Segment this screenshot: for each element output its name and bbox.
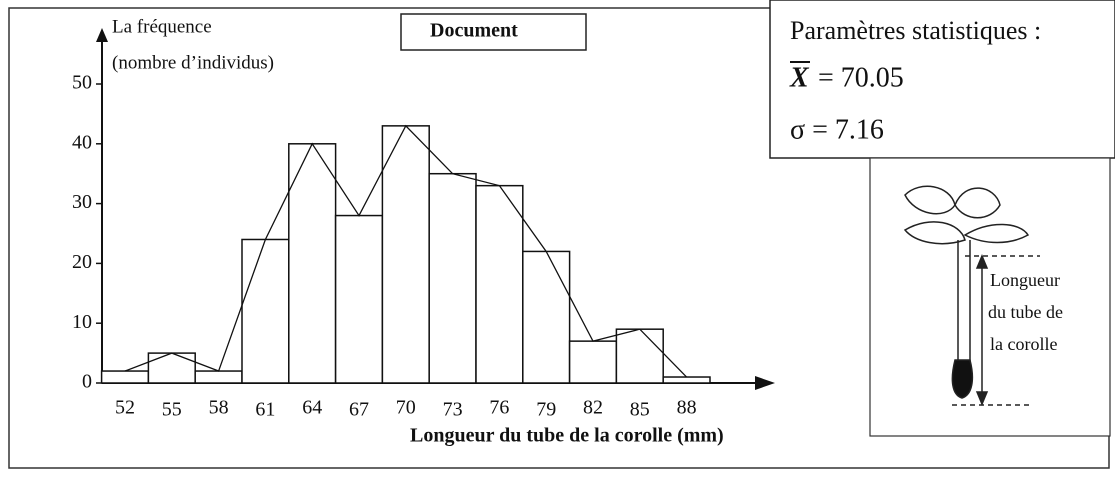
y-axis-label: (nombre d’individus) <box>112 52 274 73</box>
x-tick-label: 76 <box>489 397 509 419</box>
figure-caption: la corolle <box>990 334 1057 354</box>
x-tick-label: 88 <box>677 397 697 419</box>
x-tick-label: 85 <box>630 399 650 421</box>
mean-text: = 70.05 <box>818 62 904 93</box>
y-axis-label: La fréquence <box>112 16 212 37</box>
x-tick-label: 52 <box>115 397 135 419</box>
y-tick-label: 40 <box>72 131 92 153</box>
x-tick-label: 82 <box>583 397 603 419</box>
y-tick-label: 30 <box>72 191 92 213</box>
bar <box>102 371 149 383</box>
bar <box>429 174 476 383</box>
x-tick-label: 58 <box>209 397 229 419</box>
x-tick-label: 79 <box>536 399 556 421</box>
x-tick-label: 61 <box>255 399 275 421</box>
x-tick-label: 67 <box>349 399 369 421</box>
bar <box>289 144 336 383</box>
bar <box>663 377 710 383</box>
x-arrow <box>755 376 775 390</box>
y-arrow <box>96 28 108 42</box>
figure-caption: du tube de <box>988 302 1063 322</box>
sd-text: σ = 7.16 <box>790 114 884 145</box>
y-tick-label: 50 <box>72 72 92 94</box>
bar <box>616 329 663 383</box>
bar <box>523 251 570 383</box>
x-axis-label: Longueur du tube de la corolle (mm) <box>410 425 724 447</box>
x-tick-label: 73 <box>443 399 463 421</box>
stats-title: Paramètres statistiques : <box>790 16 1041 45</box>
x-tick-label: 55 <box>162 399 182 421</box>
figure-caption: Longueur <box>990 270 1060 290</box>
bar <box>195 371 242 383</box>
bar <box>242 239 289 383</box>
mean-symbol: X <box>789 62 810 93</box>
y-tick-label: 0 <box>82 371 92 393</box>
document-label: Document <box>430 20 518 42</box>
bar <box>476 186 523 383</box>
bar <box>570 341 617 383</box>
x-tick-label: 64 <box>302 397 322 419</box>
bar <box>382 126 429 383</box>
y-tick-label: 10 <box>72 311 92 333</box>
bar <box>336 216 383 383</box>
page: Document La fréquence (nombre d’individu… <box>0 0 1115 473</box>
y-tick-label: 20 <box>72 251 92 273</box>
x-tick-label: 70 <box>396 397 416 419</box>
bar <box>148 353 195 383</box>
